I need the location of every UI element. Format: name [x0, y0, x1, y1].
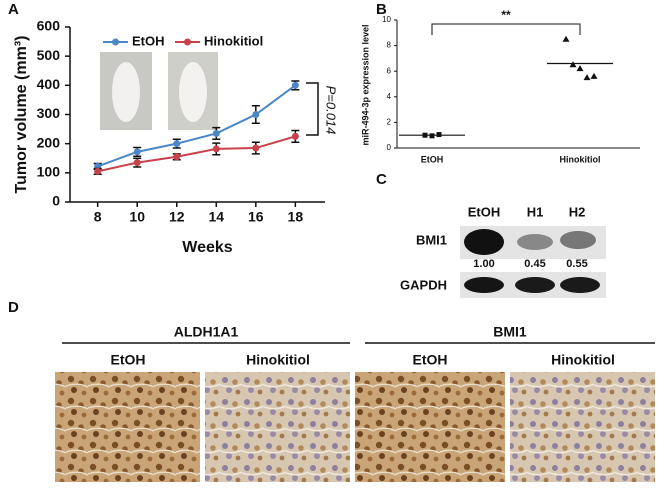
mouse-photo [112, 62, 140, 122]
lane-label: H1 [527, 204, 544, 219]
legend-label: Hinokitiol [204, 33, 263, 48]
blot-band [517, 234, 553, 250]
data-point [252, 144, 260, 152]
panel-letter: D [8, 299, 19, 316]
lane-label: EtOH [468, 204, 501, 219]
band-quantity: 0.55 [566, 258, 587, 270]
x-tick-label: 12 [169, 209, 185, 225]
row-label: BMI1 [416, 232, 447, 247]
series-line [97, 84, 296, 168]
y-tick-label: 0 [52, 193, 60, 209]
significance: ** [501, 8, 511, 22]
y-tick-label: 0 [387, 143, 392, 152]
data-point [429, 133, 435, 139]
blot-band [464, 277, 504, 293]
condition-label: Hinokitiol [551, 352, 615, 368]
histology-image [55, 372, 200, 482]
data-point [422, 132, 428, 138]
y-tick-label: 500 [37, 47, 61, 63]
y-tick-label: 200 [37, 134, 61, 150]
data-point [583, 74, 591, 81]
y-tick-label: 400 [37, 76, 61, 92]
y-axis-label: miR-494-3p expression level [360, 24, 370, 145]
data-point [576, 65, 584, 72]
group-label: ALDH1A1 [174, 324, 239, 340]
x-tick-label: Hinokitiol [560, 154, 601, 164]
blot-band [560, 277, 600, 293]
data-point [212, 129, 220, 137]
y-tick-label: 100 [37, 164, 61, 180]
data-point [133, 159, 141, 167]
x-tick-label: 16 [248, 209, 264, 225]
significance-bracket [431, 23, 581, 35]
band-quantity: 0.45 [524, 258, 545, 270]
blot-band [464, 229, 504, 255]
panel-letter: C [376, 171, 387, 188]
x-tick-label: EtOH [421, 154, 444, 164]
significance-bracket [306, 82, 319, 136]
histology-image [355, 372, 505, 482]
series-line [97, 135, 296, 173]
data-point [291, 132, 299, 140]
x-tick-label: 18 [288, 209, 304, 225]
x-tick-label: 10 [129, 209, 145, 225]
condition-label: EtOH [111, 352, 146, 368]
lane-label: H2 [569, 204, 586, 219]
y-tick-label: 8 [387, 41, 392, 50]
y-tick-label: 2 [387, 118, 392, 127]
x-axis-label: Weeks [182, 239, 233, 256]
mouse-photo [179, 62, 207, 122]
legend-label: EtOH [132, 33, 165, 48]
x-tick-label: 14 [208, 209, 224, 225]
legend-swatch [112, 38, 119, 46]
blot-band [515, 277, 555, 293]
y-tick-label: 300 [37, 105, 61, 121]
data-point [173, 153, 181, 161]
y-tick-label: 4 [387, 92, 392, 101]
y-tick-label: 10 [382, 15, 391, 24]
data-point [212, 145, 220, 153]
data-point [133, 148, 141, 156]
band-quantity: 1.00 [473, 258, 494, 270]
blot-band [560, 231, 596, 249]
condition-label: EtOH [413, 352, 448, 368]
data-point [94, 167, 102, 175]
data-point [173, 140, 181, 148]
y-axis-label: Tumor volume (mm³) [13, 36, 30, 194]
p-value: P=0.014 [324, 86, 339, 135]
data-point [252, 111, 260, 118]
histology-image [205, 372, 350, 482]
legend-swatch [184, 38, 191, 46]
y-tick-label: 600 [37, 18, 61, 34]
histology-image [510, 372, 655, 482]
group-label: BMI1 [493, 324, 527, 340]
x-tick-label: 8 [94, 209, 102, 225]
data-point [291, 81, 299, 89]
panel-letter: A [8, 1, 19, 18]
data-point [436, 132, 442, 138]
data-point [590, 72, 598, 79]
data-point [562, 35, 570, 42]
data-point [569, 61, 577, 68]
row-label: GAPDH [400, 277, 447, 292]
panel-letter: B [376, 1, 387, 18]
y-tick-label: 6 [387, 66, 392, 75]
condition-label: Hinokitiol [246, 352, 310, 368]
